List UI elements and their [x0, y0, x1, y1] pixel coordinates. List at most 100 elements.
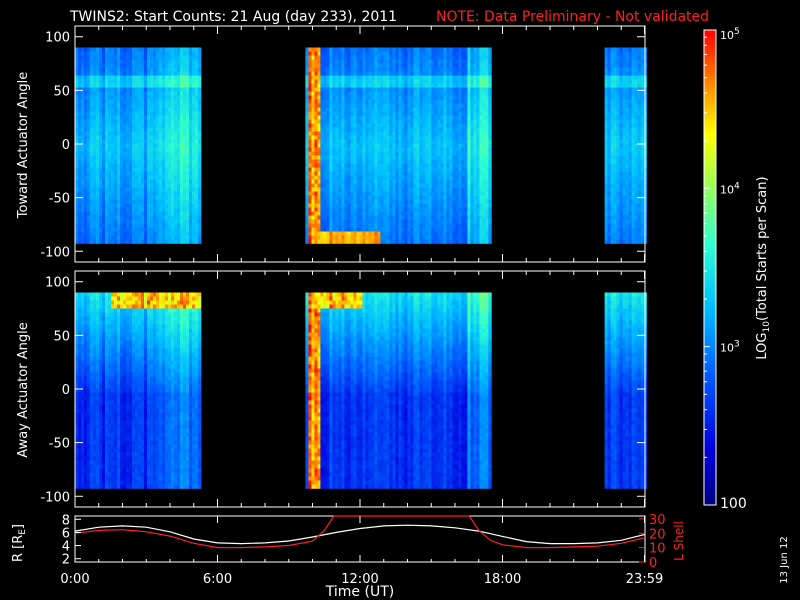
heatmap-cell: [455, 183, 459, 188]
heatmap-cell: [425, 143, 429, 148]
heatmap-cell: [105, 147, 109, 152]
heatmap-cell: [413, 51, 417, 56]
heatmap-cell: [186, 199, 190, 204]
heatmap-cell: [398, 47, 402, 52]
heatmap-cell: [407, 131, 411, 136]
heatmap-cell: [467, 63, 471, 68]
heatmap-cell: [455, 187, 459, 192]
heatmap-cell: [401, 211, 405, 216]
heatmap-cell: [156, 103, 160, 108]
heatmap-cell: [159, 227, 163, 232]
heatmap-cell: [105, 51, 109, 56]
heatmap-cell: [389, 63, 393, 68]
heatmap-cell: [437, 147, 441, 152]
heatmap-cell: [144, 203, 148, 208]
heatmap-cell: [356, 183, 360, 188]
heatmap-cell: [368, 95, 372, 100]
heatmap-cell: [344, 171, 348, 176]
heatmap-cell: [314, 215, 318, 220]
heatmap-cell: [377, 163, 381, 168]
heatmap-cell: [147, 47, 151, 52]
heatmap-cell: [105, 143, 109, 148]
heatmap-cell: [159, 223, 163, 228]
heatmap-cell: [177, 119, 181, 124]
heatmap-cell: [314, 219, 318, 224]
heatmap-cell: [410, 71, 414, 76]
heatmap-cell: [341, 115, 345, 120]
heatmap-cell: [404, 47, 408, 52]
heatmap-cell: [380, 207, 384, 212]
heatmap-cell: [138, 191, 142, 196]
heatmap-cell: [323, 227, 327, 232]
heatmap-cell: [87, 119, 91, 124]
heatmap-cell: [129, 59, 133, 64]
heatmap-cell: [93, 63, 97, 68]
heatmap-cell: [428, 103, 432, 108]
heatmap-cell: [156, 215, 160, 220]
heatmap-cell: [159, 159, 163, 164]
heatmap-cell: [162, 211, 166, 216]
heatmap-cell: [332, 127, 336, 132]
heatmap-cell: [305, 199, 309, 204]
heatmap-cell: [335, 135, 339, 140]
heatmap-cell: [311, 107, 315, 112]
heatmap-cell: [353, 147, 357, 152]
heatmap-cell: [353, 207, 357, 212]
heatmap-cell: [482, 83, 486, 88]
heatmap-cell: [416, 79, 420, 84]
heatmap-cell: [144, 135, 148, 140]
heatmap-cell: [332, 107, 336, 112]
heatmap-cell: [180, 147, 184, 152]
heatmap-cell: [165, 99, 169, 104]
heatmap-cell: [419, 215, 423, 220]
heatmap-cell: [428, 135, 432, 140]
heatmap-cell: [329, 99, 333, 104]
heatmap-cell: [150, 67, 154, 72]
heatmap-cell: [144, 163, 148, 168]
heatmap-cell: [195, 235, 199, 240]
heatmap-cell: [446, 139, 450, 144]
heatmap-cell: [117, 159, 121, 164]
heatmap-cell: [377, 235, 381, 240]
heatmap-cell: [114, 87, 118, 92]
heatmap-cell: [368, 187, 372, 192]
heatmap-cell: [165, 191, 169, 196]
heatmap-cell: [458, 163, 462, 168]
heatmap-cell: [464, 139, 468, 144]
heatmap-cell: [401, 119, 405, 124]
heatmap-cell: [329, 203, 333, 208]
heatmap-cell: [356, 187, 360, 192]
heatmap-cell: [171, 123, 175, 128]
heatmap-cell: [114, 119, 118, 124]
heatmap-cell: [177, 63, 181, 68]
heatmap-cell: [186, 87, 190, 92]
heatmap-cell: [153, 191, 157, 196]
heatmap-cell: [81, 119, 85, 124]
heatmap-cell: [368, 143, 372, 148]
heatmap-cell: [425, 75, 429, 80]
heatmap-cell: [189, 111, 193, 116]
heatmap-cell: [305, 227, 309, 232]
heatmap-cell: [440, 51, 444, 56]
heatmap-cell: [117, 95, 121, 100]
heatmap-cell: [198, 155, 202, 160]
heatmap-cell: [347, 219, 351, 224]
heatmap-cell: [153, 123, 157, 128]
heatmap-cell: [126, 75, 130, 80]
heatmap-cell: [410, 147, 414, 152]
heatmap-cell: [180, 167, 184, 172]
heatmap-cell: [114, 203, 118, 208]
heatmap-cell: [350, 227, 354, 232]
heatmap-cell: [482, 175, 486, 180]
heatmap-cell: [147, 95, 151, 100]
heatmap-cell: [461, 207, 465, 212]
heatmap-cell: [446, 195, 450, 200]
heatmap-cell: [81, 175, 85, 180]
heatmap-cell: [108, 95, 112, 100]
heatmap-cell: [141, 231, 145, 236]
heatmap-cell: [413, 91, 417, 96]
heatmap-cell: [404, 163, 408, 168]
heatmap-cell: [392, 227, 396, 232]
heatmap-cell: [413, 75, 417, 80]
